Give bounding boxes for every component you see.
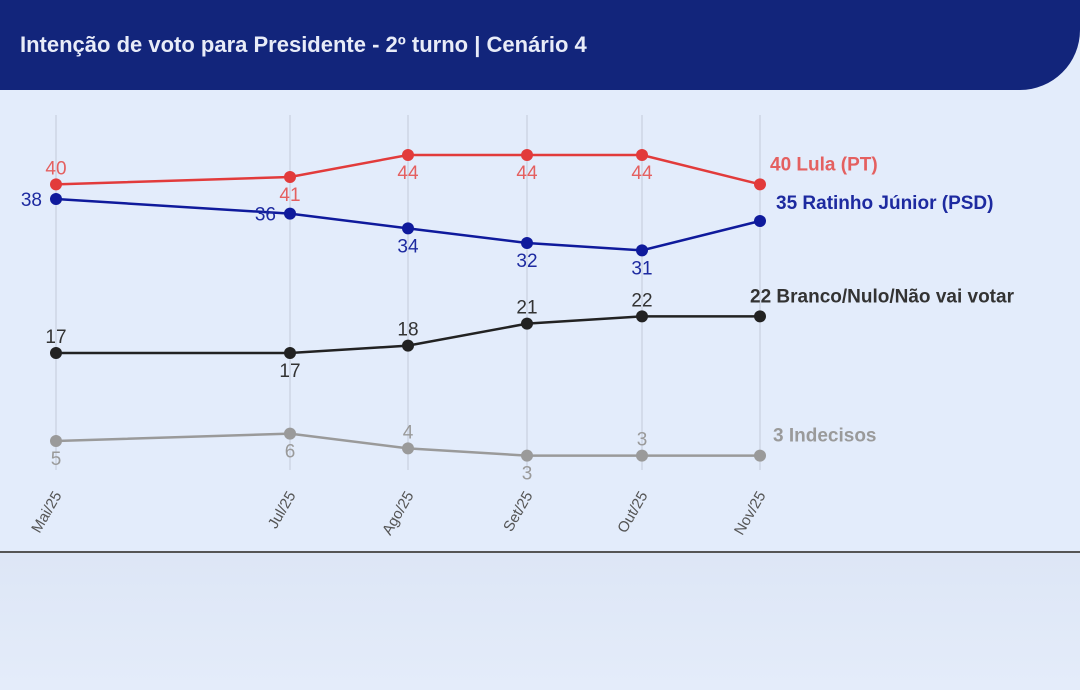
series-end-label: 22 Branco/Nulo/Não vai votar [750,286,1015,307]
data-point [754,178,766,191]
blurred-footer [0,553,1080,690]
data-label: 32 [516,251,537,272]
data-label: 38 [21,190,42,211]
data-point [521,236,533,249]
x-tick-label: Out/25 [614,489,651,536]
data-label: 22 [631,290,652,311]
data-label: 44 [516,163,538,184]
chart-title: Intenção de voto para Presidente - 2º tu… [20,32,587,57]
series-line [56,315,760,355]
x-tick-label: Nov/25 [731,489,769,539]
data-label: 5 [51,449,62,470]
data-point [636,310,648,323]
series-line [55,432,760,457]
series-line [55,153,761,186]
data-point [402,442,414,455]
data-label: 44 [631,163,653,184]
data-label: 34 [397,236,419,257]
data-point [521,449,533,462]
data-point [521,149,533,161]
divider [0,551,1080,553]
data-label: 21 [516,298,537,319]
data-point [636,149,648,161]
data-point [636,449,648,462]
data-label: 3 [637,430,648,451]
data-label: 18 [397,320,418,341]
data-label: 40 [45,158,66,179]
data-point [521,317,533,330]
x-tick-label: Mai/25 [28,489,65,536]
x-tick-label: Ago/25 [379,489,417,539]
data-point [402,222,414,235]
data-label: 41 [279,185,300,206]
chart-header: Intenção de voto para Presidente - 2º tu… [0,0,1080,90]
series-line [55,197,761,252]
data-point [284,427,296,440]
line-chart: Mai/25 Jul/25 Ago/25 Set/25 Out/25 Nov/254041… [21,115,1015,539]
series-end-label: 3 Indecisos [773,426,877,447]
data-label: 3 [522,464,533,485]
data-point [50,434,62,447]
series-end-label: 40 Lula (PT) [770,154,878,175]
data-label: 36 [255,205,276,226]
data-point [754,214,766,227]
data-point [754,310,766,323]
data-label: 31 [631,258,652,279]
data-point [284,346,296,359]
data-point [284,207,296,220]
data-point [284,170,296,183]
x-tick-label: Set/25 [500,489,536,535]
data-point [50,192,62,205]
data-label: 4 [403,422,414,443]
data-label: 6 [285,442,296,463]
data-point [402,149,414,161]
data-point [50,178,62,191]
data-label: 44 [397,163,419,184]
data-label: 17 [45,327,66,348]
data-label: 17 [279,361,300,382]
data-point [50,346,62,359]
data-point [402,339,414,352]
data-point [636,244,648,257]
x-tick-label: Jul/25 [265,489,300,532]
data-point [754,449,766,462]
series-end-label: 35 Ratinho Júnior (PSD) [776,193,993,214]
